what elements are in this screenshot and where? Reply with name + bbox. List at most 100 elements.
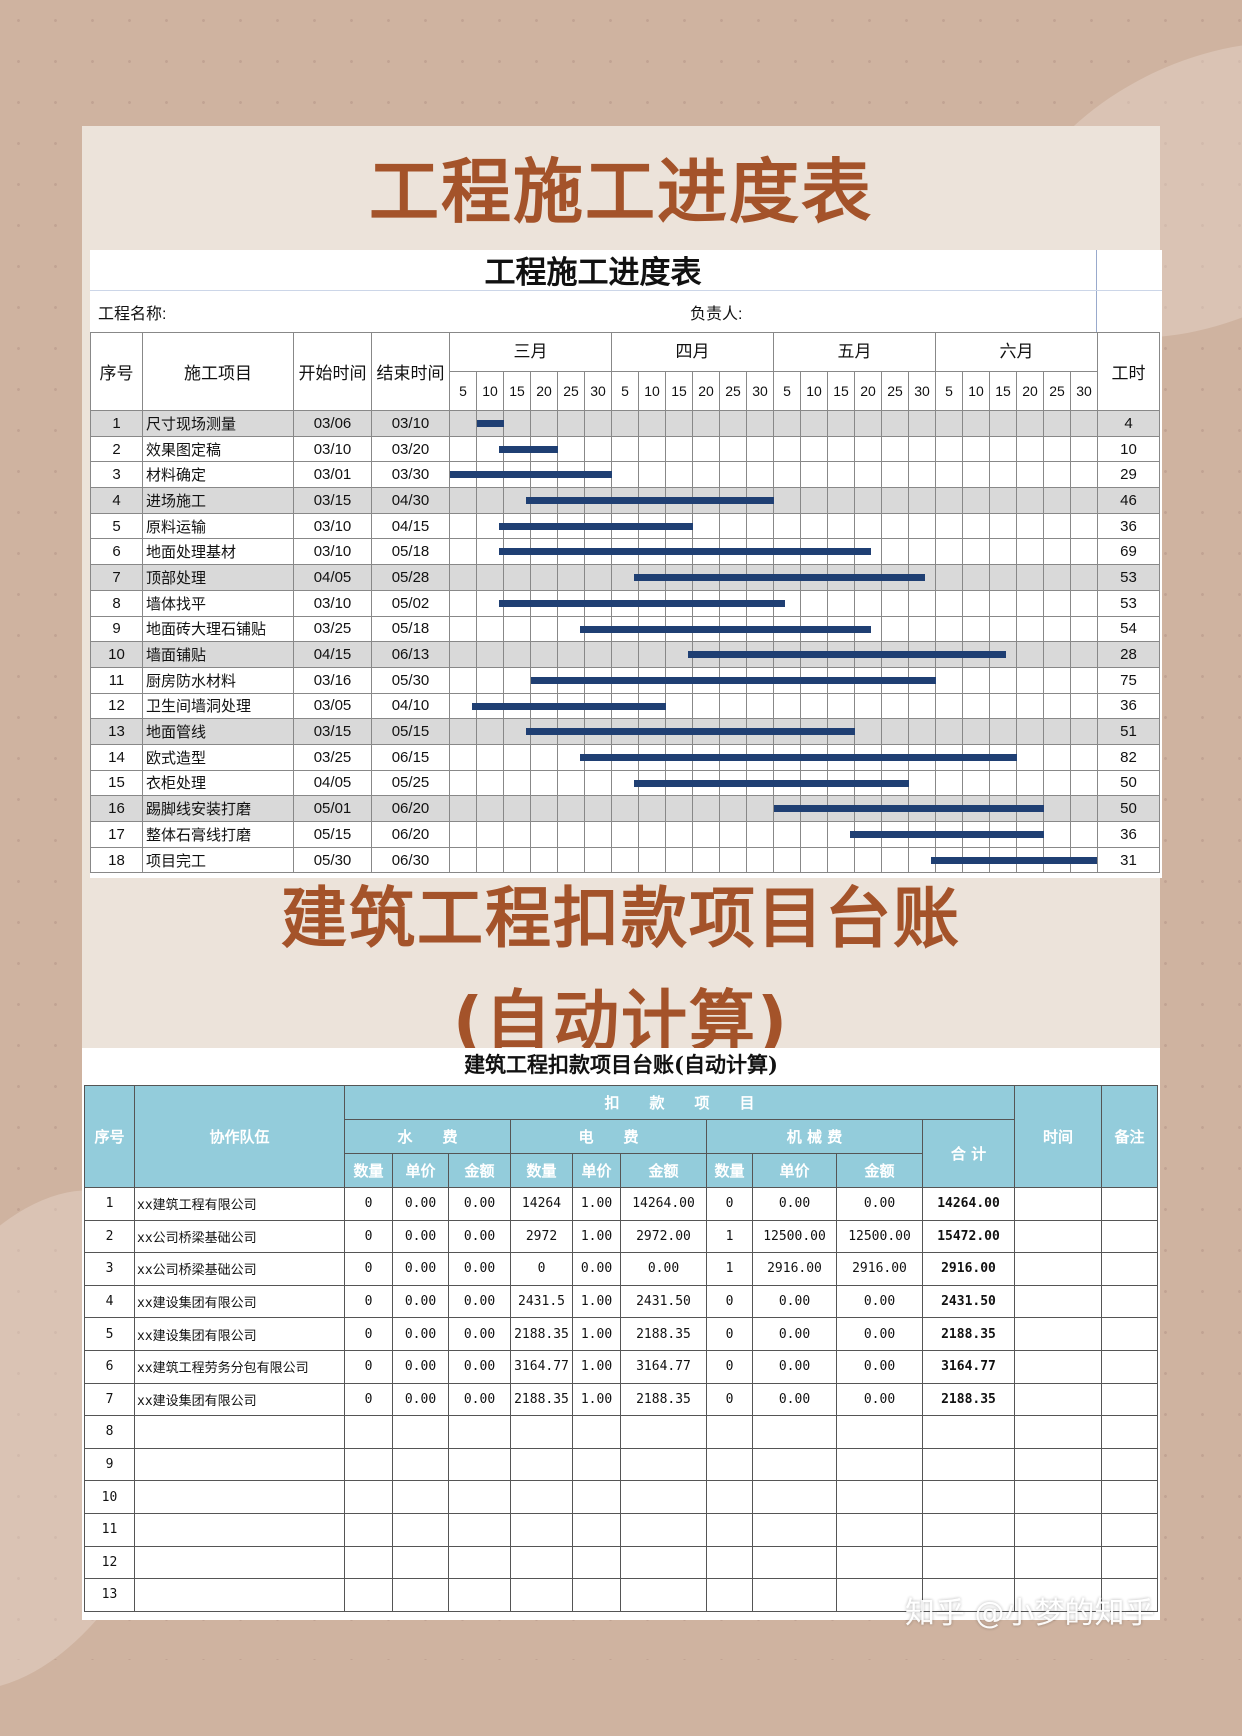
gantt-row-end: 05/15 [371, 718, 450, 745]
ledger-cell-m-amt: 0.00 [836, 1317, 923, 1351]
gantt-row-end: 05/30 [371, 666, 450, 694]
ledger-cell-m-price [752, 1447, 837, 1482]
gantt-bar [849, 831, 1044, 838]
ledger-cell-w-qty: 0 [344, 1187, 393, 1221]
ledger-cell-e-amt [620, 1578, 707, 1612]
gantt-timeline-cell [449, 666, 1098, 694]
gantt-row-hours: 53 [1097, 589, 1160, 617]
ledger-cell-team: xx建设集团有限公司 [134, 1382, 345, 1417]
gantt-bar [498, 548, 872, 556]
day-tick: 5 [936, 372, 963, 410]
gantt-row-item: 尺寸现场测量 [142, 410, 294, 437]
gantt-row-end: 06/30 [371, 846, 450, 874]
ledger-cell-w-amt: 0.00 [448, 1219, 511, 1254]
ledger-cell-m-price: 0.00 [752, 1382, 837, 1417]
gantt-timeline-cell [449, 461, 1098, 489]
ledger-cell-m-price: 0.00 [752, 1317, 837, 1351]
ledger-header-machine: 机 械 费 [706, 1119, 923, 1154]
gantt-row-start: 03/15 [293, 487, 372, 514]
gantt-row-item: 效果图定稿 [142, 435, 294, 463]
gantt-row-start: 03/10 [293, 589, 372, 617]
ledger-cell-w-price [392, 1545, 449, 1580]
ledger-cell-time [1014, 1219, 1102, 1254]
gantt-row-start: 04/15 [293, 641, 372, 668]
ledger-cell-m-price [752, 1578, 837, 1612]
gantt-bar [930, 856, 1097, 864]
ledger-cell-time [1014, 1187, 1102, 1221]
ledger-cell-total [922, 1447, 1015, 1482]
ledger-cell-no: 10 [84, 1480, 135, 1514]
ledger-cell-e-qty [510, 1447, 573, 1482]
ledger-subheader-amount: 金额 [620, 1153, 707, 1188]
ledger-cell-w-qty: 0 [344, 1219, 393, 1254]
ledger-subheader-qty: 数量 [344, 1153, 393, 1188]
gantt-row-hours: 75 [1097, 666, 1160, 694]
ledger-cell-m-amt: 12500.00 [836, 1219, 923, 1254]
ledger-cell-w-price: 0.00 [392, 1284, 449, 1319]
gantt-row-hours: 31 [1097, 846, 1160, 874]
gantt-row-item: 墙面铺贴 [142, 641, 294, 668]
gantt-timeline-cell [449, 795, 1098, 822]
gantt-row-item: 地面管线 [142, 718, 294, 745]
ledger-cell-e-price [572, 1512, 621, 1547]
ledger-cell-m-price: 12500.00 [752, 1219, 837, 1254]
ledger-cell-e-qty [510, 1480, 573, 1514]
ledger-cell-total [922, 1512, 1015, 1547]
ledger-cell-total: 15472.00 [922, 1219, 1015, 1254]
ledger-cell-remark [1101, 1415, 1158, 1449]
day-tick: 30 [585, 372, 612, 410]
ledger-cell-e-amt: 0.00 [620, 1252, 707, 1286]
month-april: 四月 [612, 333, 774, 371]
ledger-cell-e-price: 1.00 [572, 1187, 621, 1221]
ledger-cell-no: 7 [84, 1382, 135, 1417]
timeline-grid [450, 796, 1097, 821]
gantt-timeline-cell [449, 564, 1098, 591]
day-tick: 15 [828, 372, 855, 410]
ledger-cell-total: 14264.00 [922, 1187, 1015, 1221]
gantt-row-start: 03/05 [293, 692, 372, 720]
ledger-header-water: 水 费 [344, 1119, 511, 1154]
ledger-cell-time [1014, 1382, 1102, 1417]
gantt-row-hours: 36 [1097, 821, 1160, 848]
gantt-timeline-cell [449, 641, 1098, 668]
ledger-cell-m-price [752, 1545, 837, 1580]
ledger-cell-team: xx公司桥梁基础公司 [134, 1252, 345, 1286]
gantt-row-index: 1 [90, 410, 143, 437]
gantt-timeline-cell [449, 512, 1098, 540]
ledger-cell-remark [1101, 1187, 1158, 1221]
gantt-bar [525, 728, 855, 736]
ledger-cell-e-price [572, 1578, 621, 1612]
gantt-row-end: 06/15 [371, 743, 450, 771]
ledger-cell-total: 2431.50 [922, 1284, 1015, 1319]
ledger-cell-m-price: 0.00 [752, 1187, 837, 1221]
gantt-sheet: 工程施工进度表 工程名称: 负责人: 序号 施工项目 开始时间 结束时间 三月 … [90, 250, 1162, 878]
gantt-bar [633, 779, 909, 787]
ledger-cell-w-price [392, 1480, 449, 1514]
gantt-row-item: 材料确定 [142, 461, 294, 489]
ledger-cell-total [922, 1578, 1015, 1612]
gantt-timeline-cell [449, 615, 1098, 643]
gantt-row-end: 06/20 [371, 821, 450, 848]
ledger-subheader-amount: 金额 [448, 1153, 511, 1188]
gantt-row-index: 9 [90, 615, 143, 643]
ledger-cell-m-qty: 0 [706, 1284, 753, 1319]
ledger-cell-e-amt [620, 1545, 707, 1580]
ledger-cell-m-price: 0.00 [752, 1284, 837, 1319]
ledger-cell-remark [1101, 1578, 1158, 1612]
gantt-row-start: 03/10 [293, 435, 372, 463]
ledger-cell-team: xx公司桥梁基础公司 [134, 1219, 345, 1254]
gantt-bar [579, 753, 1017, 761]
ledger-row: 13 [84, 1578, 1158, 1612]
ledger-cell-m-qty [706, 1415, 753, 1449]
ledger-cell-w-qty [344, 1512, 393, 1547]
ledger-cell-w-amt [448, 1480, 511, 1514]
gantt-row: 7 顶部处理 04/05 05/28 53 [90, 564, 1160, 591]
ledger-cell-w-amt: 0.00 [448, 1252, 511, 1286]
ledger-cell-total: 3164.77 [922, 1349, 1015, 1384]
ledger-subheader-amount: 金额 [836, 1153, 923, 1188]
watermark: 知乎 @小梦的知乎 [905, 1596, 1155, 1631]
day-tick: 20 [855, 372, 882, 410]
ledger-cell-m-amt [836, 1545, 923, 1580]
ledger-cell-e-price [572, 1447, 621, 1482]
gantt-row-end: 03/10 [371, 410, 450, 437]
